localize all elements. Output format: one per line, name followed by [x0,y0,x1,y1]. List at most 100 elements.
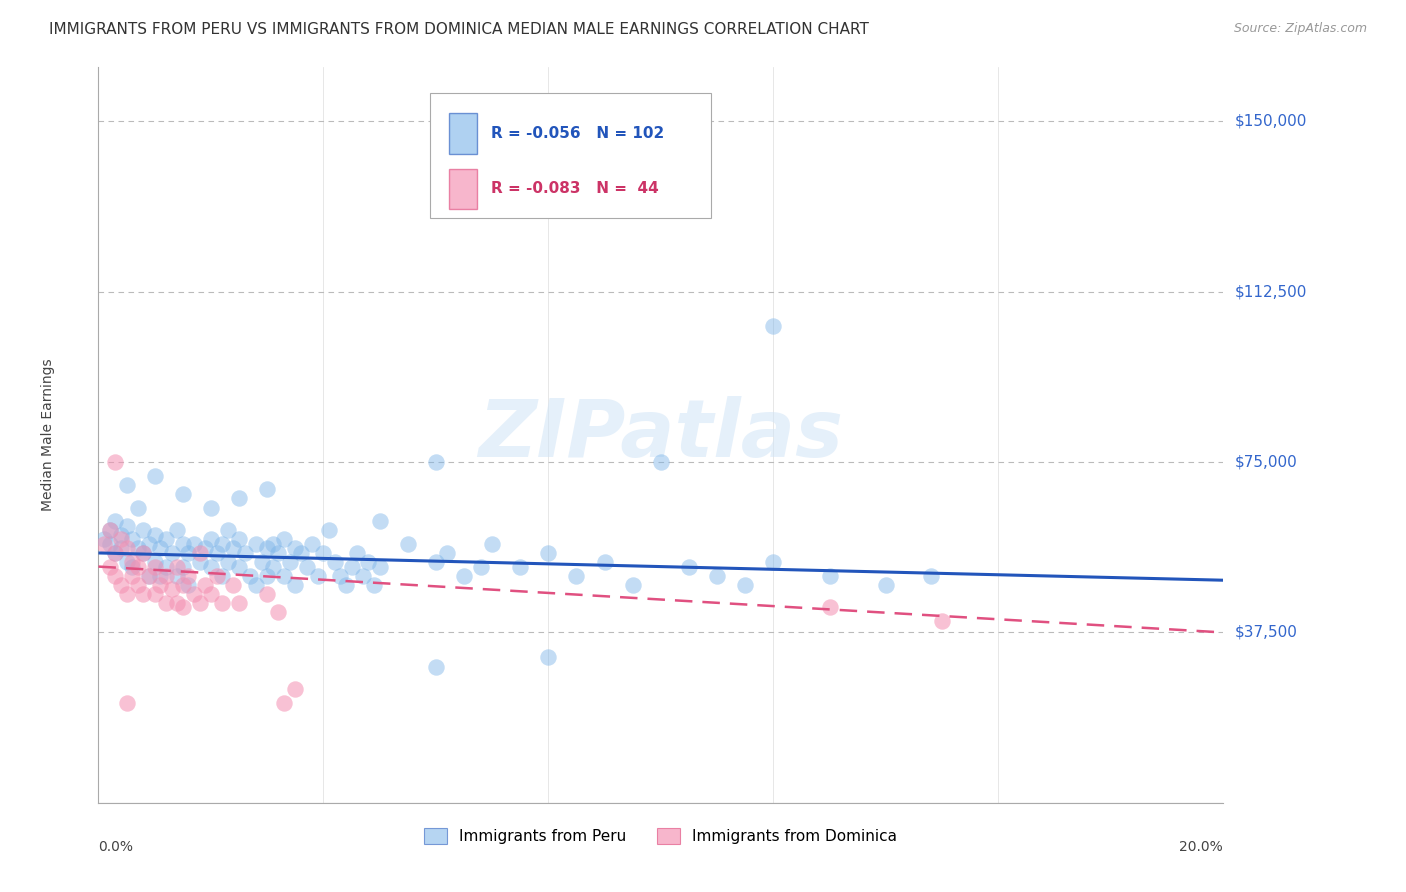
Point [110,533,132,547]
Point [149,541,172,556]
Point [323,555,346,569]
Point [396,537,419,551]
Point [110,578,132,592]
Point [217,523,239,537]
Point [188,546,211,560]
Point [734,578,756,592]
Point [149,568,172,582]
Point [121,533,143,547]
Point [273,533,295,547]
FancyBboxPatch shape [450,169,478,209]
Point [290,546,312,560]
Point [233,546,256,560]
Point [93,537,115,551]
Point [115,555,138,569]
Point [93,533,115,547]
Text: 20.0%: 20.0% [1180,839,1223,854]
Point [425,455,447,469]
Point [256,541,278,556]
Point [121,555,143,569]
Point [706,568,728,582]
Point [127,578,149,592]
Legend: Immigrants from Peru, Immigrants from Dominica: Immigrants from Peru, Immigrants from Do… [418,822,904,850]
Point [172,578,194,592]
Point [194,541,217,556]
Point [143,555,166,569]
Point [205,568,228,582]
Point [222,541,245,556]
Point [132,587,155,601]
Point [239,568,262,582]
Point [267,605,290,619]
Point [470,559,492,574]
Point [762,555,785,569]
Point [200,587,222,601]
Point [307,568,329,582]
Point [335,578,357,592]
Point [211,596,233,610]
Point [228,491,250,506]
Point [155,568,177,582]
Point [194,578,217,592]
Point [818,568,841,582]
Point [256,568,278,582]
Point [262,559,284,574]
Text: IMMIGRANTS FROM PERU VS IMMIGRANTS FROM DOMINICA MEDIAN MALE EARNINGS CORRELATIO: IMMIGRANTS FROM PERU VS IMMIGRANTS FROM … [49,22,869,37]
Point [172,537,194,551]
Point [340,559,363,574]
Point [301,537,323,551]
Point [138,568,160,582]
Point [211,537,233,551]
Point [127,559,149,574]
Point [166,559,188,574]
Point [284,578,307,592]
Point [104,546,127,560]
Point [537,546,560,560]
Point [160,582,183,597]
Point [177,546,200,560]
Point [115,478,138,492]
Point [127,541,149,556]
Point [149,578,172,592]
Point [127,500,149,515]
Point [183,587,205,601]
FancyBboxPatch shape [430,93,711,218]
Point [273,696,295,710]
Point [509,559,531,574]
Text: $112,500: $112,500 [1234,285,1306,299]
Point [143,587,166,601]
Point [121,559,143,574]
Point [256,483,278,497]
Point [537,650,560,665]
Point [110,528,132,542]
Point [318,523,340,537]
Point [115,518,138,533]
Point [920,568,942,582]
Point [115,587,138,601]
Point [155,559,177,574]
Point [177,578,200,592]
Text: Source: ZipAtlas.com: Source: ZipAtlas.com [1233,22,1367,36]
Point [312,546,335,560]
Point [273,568,295,582]
Point [256,587,278,601]
Point [166,596,188,610]
Point [278,555,301,569]
Point [245,537,267,551]
Point [166,568,188,582]
Point [762,318,785,333]
Point [160,546,183,560]
Text: ZIPatlas: ZIPatlas [478,396,844,474]
Point [205,546,228,560]
Point [357,555,380,569]
Point [228,559,250,574]
Point [155,533,177,547]
Text: 0.0%: 0.0% [98,839,134,854]
Point [295,559,318,574]
Text: $150,000: $150,000 [1234,114,1306,129]
Point [98,559,121,574]
Point [110,541,132,556]
Text: R = -0.056   N = 102: R = -0.056 N = 102 [491,126,664,141]
Point [188,596,211,610]
Point [143,468,166,483]
